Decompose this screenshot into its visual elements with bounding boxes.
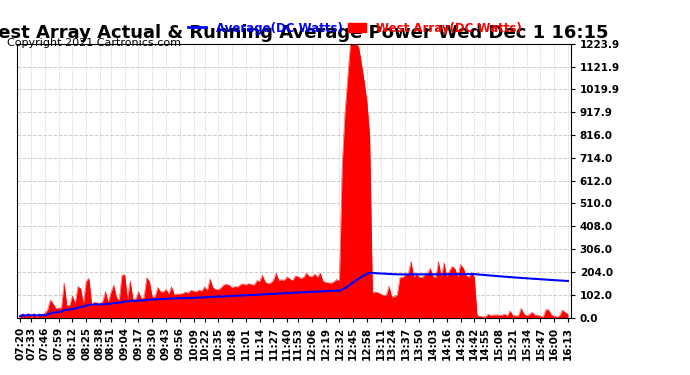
Legend: Average(DC Watts), West Array(DC Watts): Average(DC Watts), West Array(DC Watts) [184, 17, 526, 39]
Title: West Array Actual & Running Average Power Wed Dec 1 16:15: West Array Actual & Running Average Powe… [0, 24, 609, 42]
Text: Copyright 2021 Cartronics.com: Copyright 2021 Cartronics.com [7, 38, 181, 48]
